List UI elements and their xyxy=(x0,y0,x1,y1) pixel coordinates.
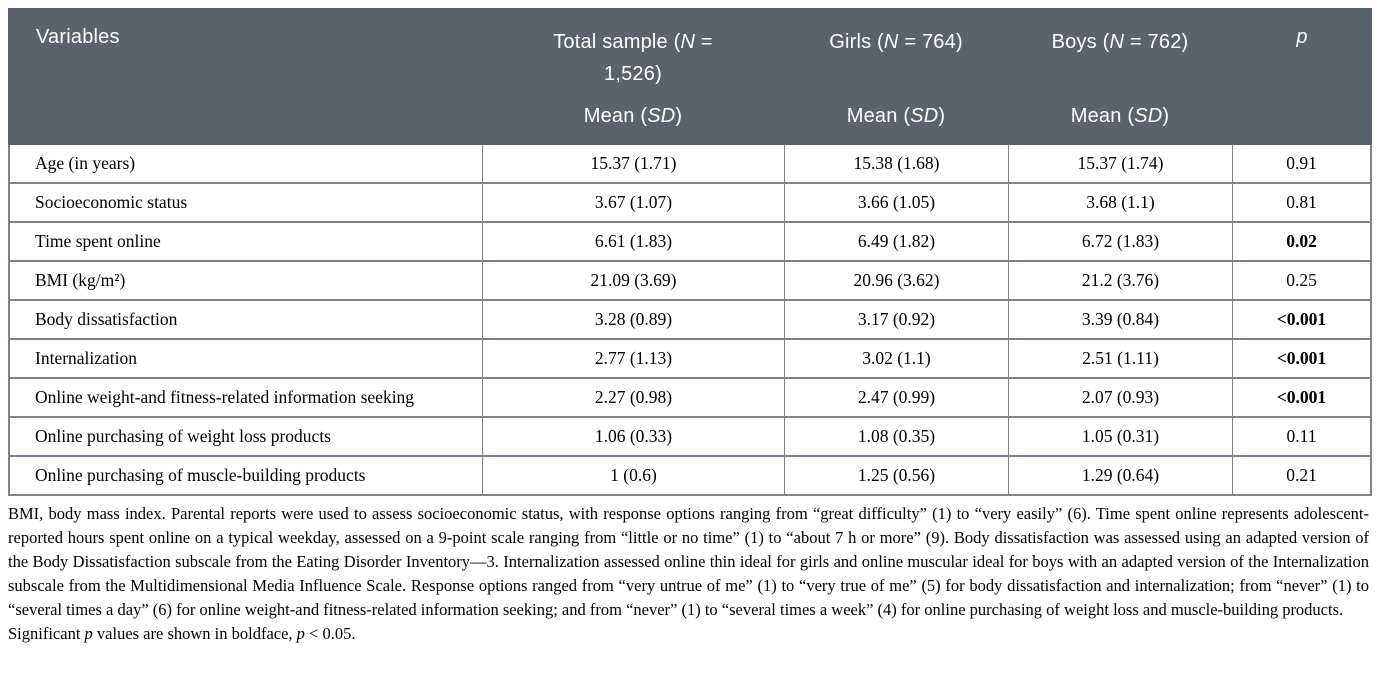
table-row: Time spent online 6.61 (1.83) 6.49 (1.82… xyxy=(10,223,1370,262)
boys-mean-sd: 2.07 (0.93) xyxy=(1008,379,1232,416)
header-mean-sd-girls: Mean (SD) xyxy=(846,105,946,127)
total-mean-sd: 21.09 (3.69) xyxy=(482,262,784,299)
table-row: Online weight-and fitness-related inform… xyxy=(10,379,1370,418)
p-value: 0.11 xyxy=(1232,418,1370,455)
header-boys-label: Boys (N = 762) xyxy=(1051,31,1189,53)
girls-mean-sd: 20.96 (3.62) xyxy=(784,262,1008,299)
girls-mean-sd: 1.08 (0.35) xyxy=(784,418,1008,455)
p-value: 0.21 xyxy=(1232,457,1370,494)
row-label: Online purchasing of muscle-building pro… xyxy=(35,465,366,485)
total-mean-sd: 6.61 (1.83) xyxy=(482,223,784,260)
header-p-label: p xyxy=(1296,26,1308,48)
total-mean-sd: 1 (0.6) xyxy=(482,457,784,494)
total-mean-sd: 2.27 (0.98) xyxy=(482,379,784,416)
table-row: BMI (kg/m²) 21.09 (3.69) 20.96 (3.62) 21… xyxy=(10,262,1370,301)
table-row: Socioeconomic status 3.67 (1.07) 3.66 (1… xyxy=(10,184,1370,223)
table-row: Internalization 2.77 (1.13) 3.02 (1.1) 2… xyxy=(10,340,1370,379)
table-body: Age (in years) 15.37 (1.71) 15.38 (1.68)… xyxy=(8,145,1372,496)
boys-mean-sd: 15.37 (1.74) xyxy=(1008,145,1232,182)
table-header: Variables Total sample (N = 1,526) Girls… xyxy=(8,8,1372,145)
header-mean-sd-total: Mean (SD) xyxy=(583,105,683,127)
p-value: <0.001 xyxy=(1232,301,1370,338)
row-label: Body dissatisfaction xyxy=(35,309,178,329)
header-girls-label: Girls (N = 764) xyxy=(829,31,963,53)
total-mean-sd: 1.06 (0.33) xyxy=(482,418,784,455)
header-total-sample-label: Total sample (N = 1,526) xyxy=(553,31,713,85)
row-label: Age (in years) xyxy=(35,153,136,173)
significance-note: Significant p values are shown in boldfa… xyxy=(8,624,356,643)
girls-mean-sd: 6.49 (1.82) xyxy=(784,223,1008,260)
boys-mean-sd: 3.39 (0.84) xyxy=(1008,301,1232,338)
p-value: <0.001 xyxy=(1232,379,1370,416)
header-variables: Variables xyxy=(8,8,482,145)
header-variables-label: Variables xyxy=(36,26,120,48)
row-label: Internalization xyxy=(35,348,138,368)
table-row: Online purchasing of muscle-building pro… xyxy=(10,457,1370,496)
total-mean-sd: 2.77 (1.13) xyxy=(482,340,784,377)
girls-mean-sd: 15.38 (1.68) xyxy=(784,145,1008,182)
girls-mean-sd: 2.47 (0.99) xyxy=(784,379,1008,416)
p-value: 0.02 xyxy=(1232,223,1370,260)
total-mean-sd: 3.67 (1.07) xyxy=(482,184,784,221)
header-p-value: p xyxy=(1232,8,1372,96)
girls-mean-sd: 3.66 (1.05) xyxy=(784,184,1008,221)
boys-mean-sd: 2.51 (1.11) xyxy=(1008,340,1232,377)
header-boys: Boys (N = 762) xyxy=(1008,8,1232,96)
table-row: Age (in years) 15.37 (1.71) 15.38 (1.68)… xyxy=(10,145,1370,184)
p-value: 0.25 xyxy=(1232,262,1370,299)
table-row: Body dissatisfaction 3.28 (0.89) 3.17 (0… xyxy=(10,301,1370,340)
boys-mean-sd: 1.29 (0.64) xyxy=(1008,457,1232,494)
girls-mean-sd: 3.02 (1.1) xyxy=(784,340,1008,377)
footnote-text: BMI, body mass index. Parental reports w… xyxy=(8,504,1369,619)
total-mean-sd: 3.28 (0.89) xyxy=(482,301,784,338)
boys-mean-sd: 21.2 (3.76) xyxy=(1008,262,1232,299)
row-label: Online purchasing of weight loss product… xyxy=(35,426,331,446)
girls-mean-sd: 1.25 (0.56) xyxy=(784,457,1008,494)
row-label: BMI (kg/m²) xyxy=(35,270,126,290)
table-footnote: BMI, body mass index. Parental reports w… xyxy=(8,502,1369,646)
total-mean-sd: 15.37 (1.71) xyxy=(482,145,784,182)
row-label: Socioeconomic status xyxy=(35,192,188,212)
row-label: Online weight-and fitness-related inform… xyxy=(35,387,415,407)
boys-mean-sd: 1.05 (0.31) xyxy=(1008,418,1232,455)
header-girls: Girls (N = 764) xyxy=(784,8,1008,96)
boys-mean-sd: 3.68 (1.1) xyxy=(1008,184,1232,221)
row-label: Time spent online xyxy=(35,231,161,251)
table-row: Online purchasing of weight loss product… xyxy=(10,418,1370,457)
boys-mean-sd: 6.72 (1.83) xyxy=(1008,223,1232,260)
p-value: 0.81 xyxy=(1232,184,1370,221)
header-mean-sd-boys: Mean (SD) xyxy=(1070,105,1170,127)
header-total-sample: Total sample (N = 1,526) xyxy=(482,8,784,96)
descriptives-table: Variables Total sample (N = 1,526) Girls… xyxy=(8,8,1372,496)
p-value: 0.91 xyxy=(1232,145,1370,182)
girls-mean-sd: 3.17 (0.92) xyxy=(784,301,1008,338)
p-value: <0.001 xyxy=(1232,340,1370,377)
